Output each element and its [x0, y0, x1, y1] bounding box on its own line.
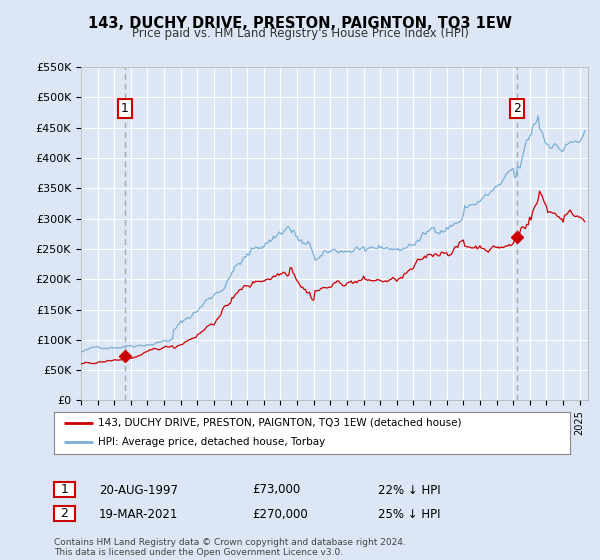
- Text: 25% ↓ HPI: 25% ↓ HPI: [378, 507, 440, 521]
- Text: £73,000: £73,000: [252, 483, 300, 497]
- Text: 2: 2: [513, 102, 521, 115]
- Text: HPI: Average price, detached house, Torbay: HPI: Average price, detached house, Torb…: [98, 437, 325, 447]
- Text: Contains HM Land Registry data © Crown copyright and database right 2024.
This d: Contains HM Land Registry data © Crown c…: [54, 538, 406, 557]
- Text: 143, DUCHY DRIVE, PRESTON, PAIGNTON, TQ3 1EW: 143, DUCHY DRIVE, PRESTON, PAIGNTON, TQ3…: [88, 16, 512, 31]
- Text: 143, DUCHY DRIVE, PRESTON, PAIGNTON, TQ3 1EW (detached house): 143, DUCHY DRIVE, PRESTON, PAIGNTON, TQ3…: [98, 418, 461, 428]
- Text: 2: 2: [61, 507, 68, 520]
- Text: 20-AUG-1997: 20-AUG-1997: [99, 483, 178, 497]
- Text: £270,000: £270,000: [252, 507, 308, 521]
- Text: 22% ↓ HPI: 22% ↓ HPI: [378, 483, 440, 497]
- Text: 1: 1: [61, 483, 68, 496]
- Text: 1: 1: [121, 102, 129, 115]
- Text: Price paid vs. HM Land Registry's House Price Index (HPI): Price paid vs. HM Land Registry's House …: [131, 27, 469, 40]
- Text: 19-MAR-2021: 19-MAR-2021: [99, 507, 178, 521]
